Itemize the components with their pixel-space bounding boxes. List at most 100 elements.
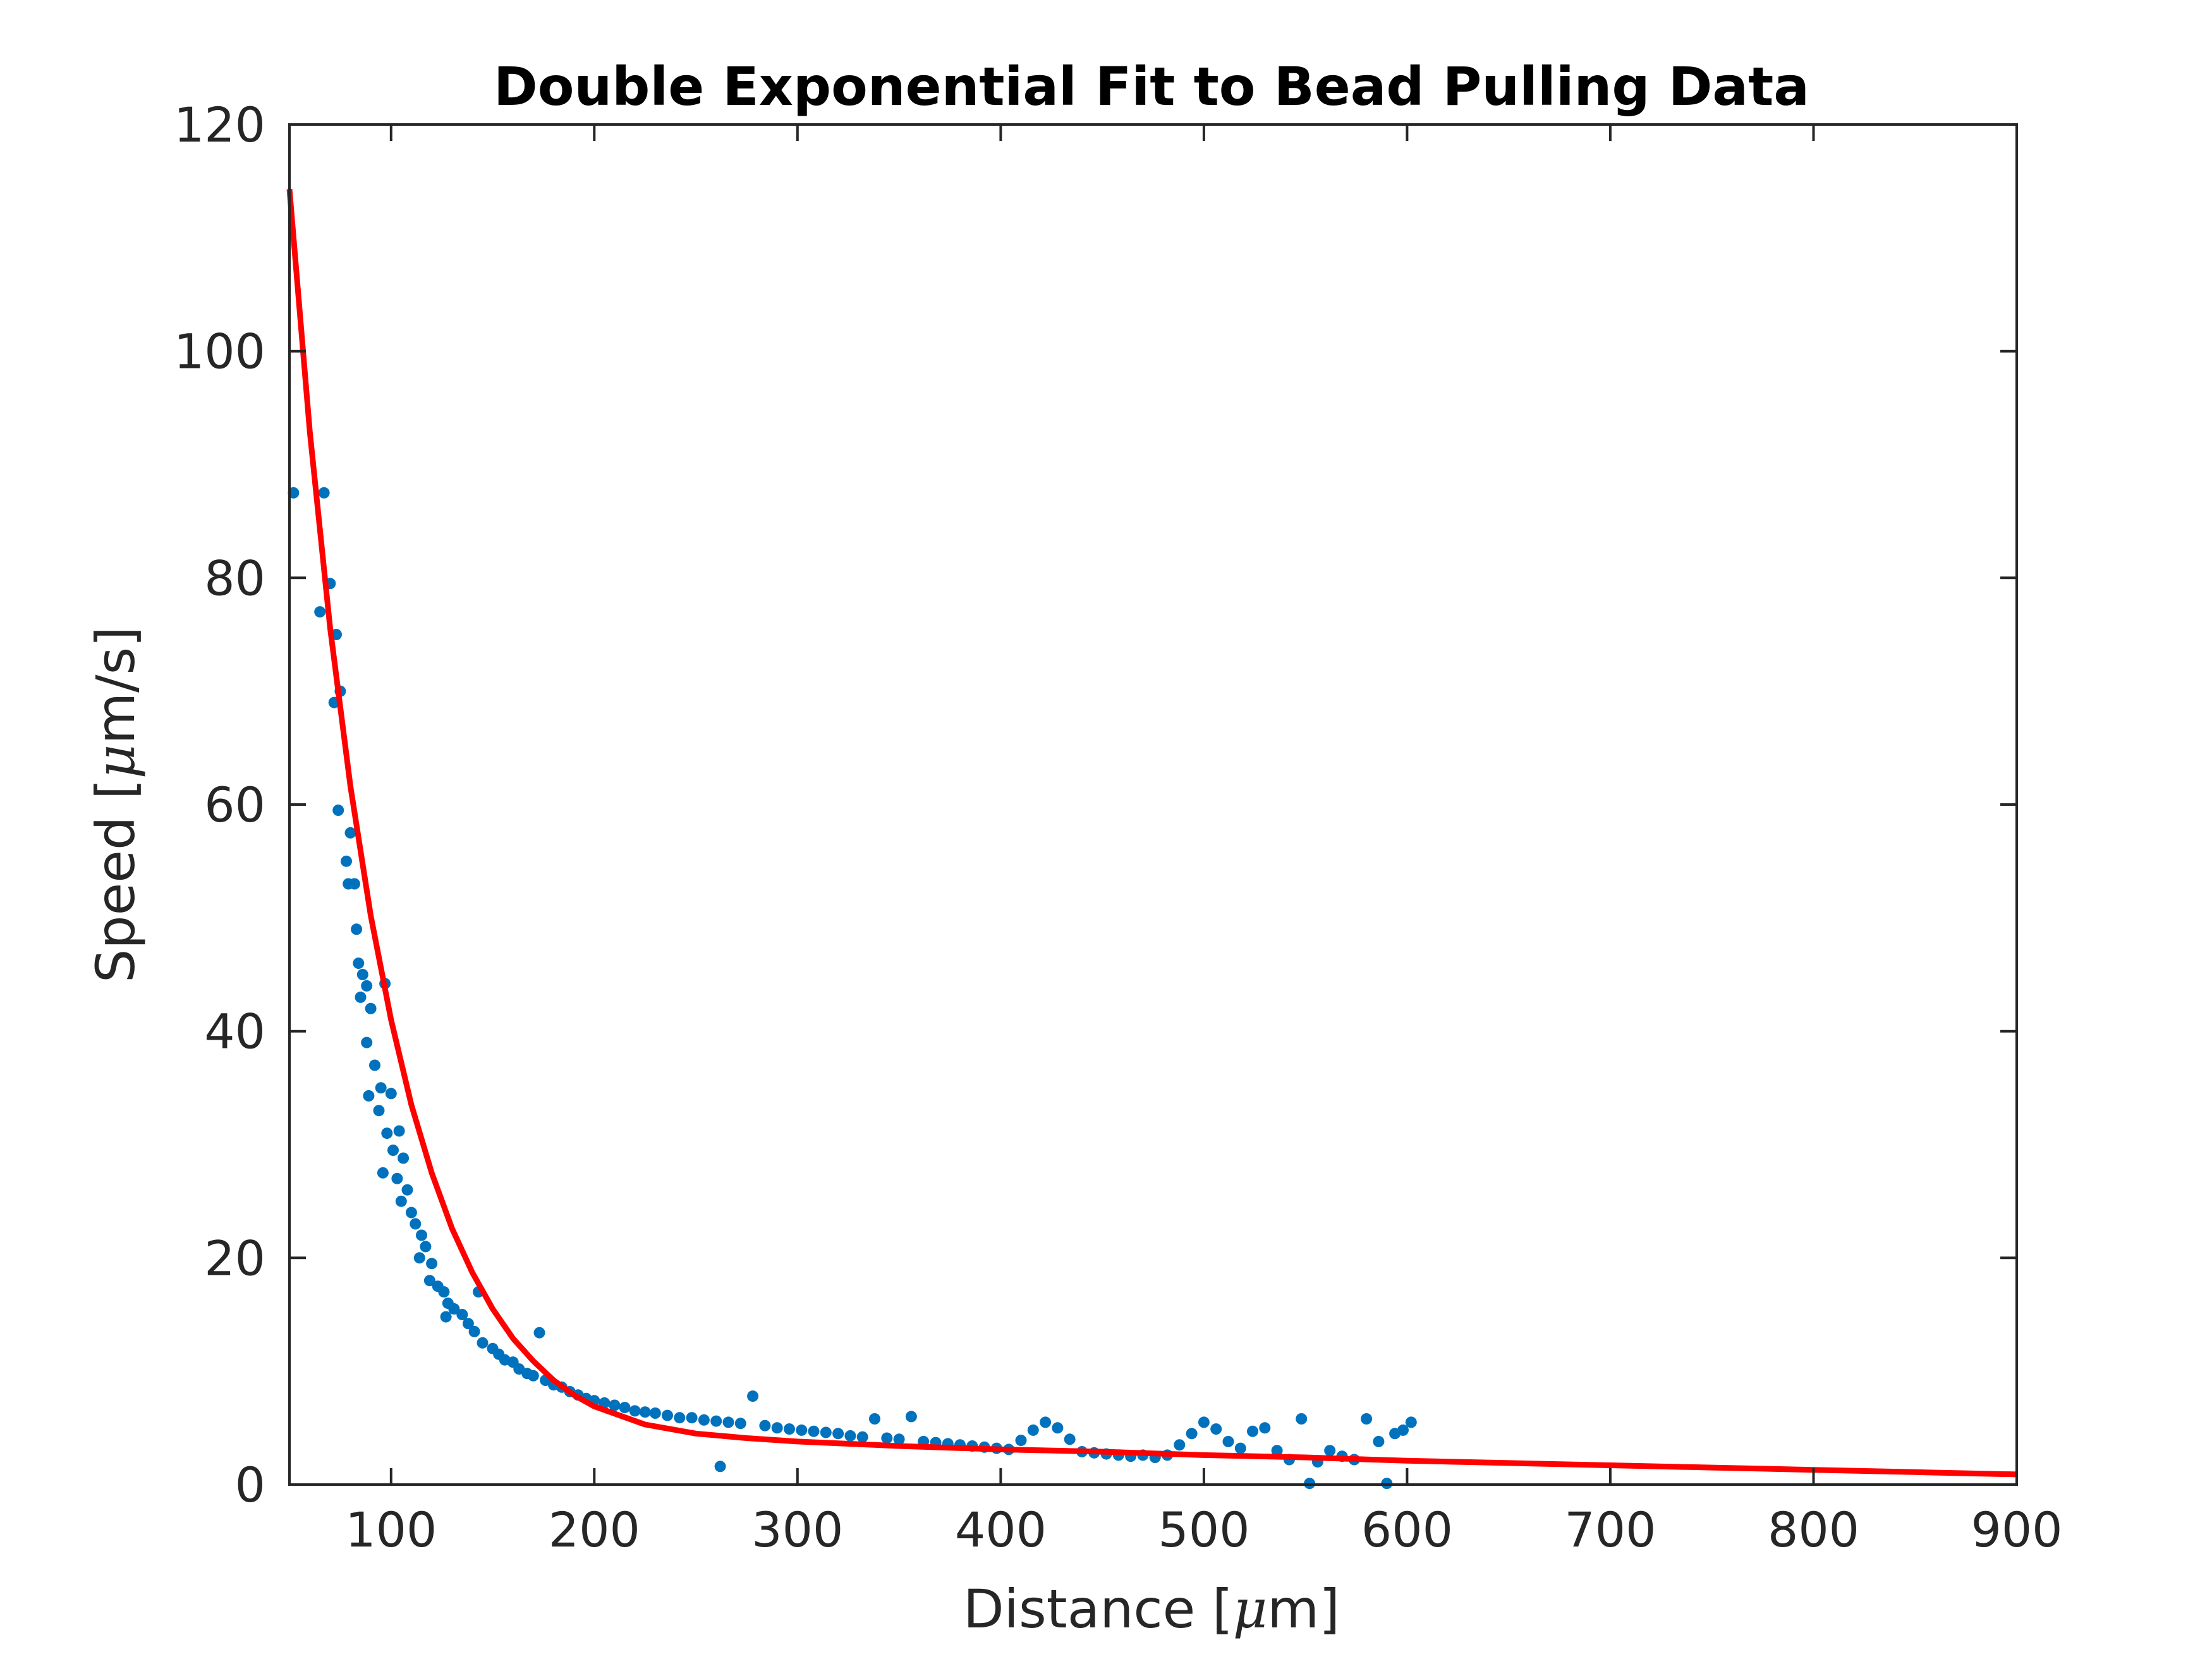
x-tick-label: 100 bbox=[345, 1502, 437, 1558]
plot-area-frame bbox=[288, 123, 2018, 1486]
data-point bbox=[393, 1125, 405, 1137]
data-point bbox=[1015, 1435, 1027, 1447]
data-point bbox=[1198, 1416, 1210, 1428]
data-point bbox=[410, 1218, 422, 1230]
data-point bbox=[351, 923, 363, 935]
data-point bbox=[808, 1425, 820, 1437]
data-point bbox=[373, 1105, 385, 1117]
data-point bbox=[619, 1402, 631, 1414]
data-point bbox=[832, 1428, 844, 1440]
data-point bbox=[734, 1418, 746, 1430]
data-point bbox=[398, 1152, 410, 1164]
data-point bbox=[462, 1318, 474, 1330]
data-point bbox=[533, 1327, 545, 1339]
data-point bbox=[1027, 1424, 1039, 1436]
data-point bbox=[784, 1423, 795, 1435]
data-point bbox=[714, 1461, 726, 1473]
data-point bbox=[881, 1432, 893, 1444]
data-point bbox=[698, 1414, 710, 1426]
data-point bbox=[1174, 1439, 1186, 1451]
fit-curve bbox=[286, 188, 2017, 1478]
y-axis-label: Speed [μm/s] bbox=[85, 626, 147, 983]
data-point bbox=[1064, 1433, 1076, 1445]
data-point bbox=[599, 1397, 611, 1409]
data-point bbox=[395, 1195, 407, 1207]
data-point bbox=[1361, 1413, 1373, 1425]
chart-title: Double Exponential Fit to Bead Pulling D… bbox=[494, 56, 1809, 118]
data-point bbox=[361, 1036, 373, 1048]
data-point bbox=[318, 487, 330, 499]
data-point bbox=[387, 1145, 399, 1156]
y-tick-label: 0 bbox=[235, 1457, 265, 1513]
data-point bbox=[856, 1431, 868, 1443]
y-tick-label: 20 bbox=[204, 1230, 265, 1286]
data-point bbox=[440, 1311, 452, 1323]
data-point bbox=[356, 969, 368, 980]
data-point bbox=[1247, 1425, 1258, 1437]
data-point bbox=[1271, 1445, 1283, 1457]
x-tick-label: 200 bbox=[549, 1502, 640, 1558]
data-point bbox=[381, 1127, 393, 1139]
data-point bbox=[369, 1059, 380, 1071]
data-point bbox=[771, 1422, 783, 1434]
data-point bbox=[674, 1412, 686, 1424]
x-tick-label: 800 bbox=[1768, 1502, 1859, 1558]
data-point bbox=[314, 606, 326, 618]
data-point bbox=[629, 1405, 641, 1417]
x-tick-labels: 100 200 300 400 500 600 700 800 900 bbox=[345, 1502, 2062, 1558]
data-point bbox=[365, 1002, 377, 1014]
data-point bbox=[759, 1419, 771, 1431]
data-point bbox=[747, 1390, 759, 1402]
data-point bbox=[796, 1424, 808, 1436]
data-point bbox=[1324, 1445, 1336, 1457]
y-tick-label: 80 bbox=[204, 550, 265, 606]
data-point bbox=[844, 1430, 856, 1442]
data-point bbox=[385, 1088, 397, 1100]
data-point bbox=[649, 1407, 661, 1419]
data-point bbox=[426, 1258, 438, 1270]
data-point bbox=[405, 1206, 417, 1218]
data-point bbox=[527, 1370, 539, 1382]
data-point bbox=[377, 1167, 389, 1179]
y-tick-label: 60 bbox=[204, 777, 265, 833]
data-point bbox=[353, 957, 365, 969]
data-point bbox=[662, 1409, 673, 1421]
y-tick-label: 120 bbox=[174, 97, 265, 153]
data-point bbox=[1373, 1435, 1385, 1447]
data-point bbox=[722, 1416, 734, 1428]
data-point bbox=[639, 1406, 651, 1418]
x-tick-label: 900 bbox=[1971, 1502, 2062, 1558]
x-tick-label: 600 bbox=[1361, 1502, 1453, 1558]
x-tick-label: 500 bbox=[1158, 1502, 1249, 1558]
data-point bbox=[1234, 1442, 1246, 1454]
x-axis-label: Distance [μm] bbox=[963, 1578, 1340, 1640]
y-tick-label: 100 bbox=[174, 324, 265, 380]
data-point bbox=[361, 980, 373, 992]
data-point bbox=[1210, 1423, 1222, 1435]
data-point bbox=[1259, 1422, 1271, 1434]
x-tick-label: 300 bbox=[751, 1502, 843, 1558]
data-point bbox=[438, 1286, 450, 1298]
data-point bbox=[416, 1229, 427, 1241]
data-point bbox=[1040, 1416, 1052, 1428]
data-point bbox=[477, 1337, 489, 1349]
data-point bbox=[869, 1413, 880, 1425]
data-point bbox=[1052, 1422, 1064, 1434]
fit-series bbox=[286, 188, 2017, 1478]
data-point bbox=[893, 1433, 905, 1445]
data-point bbox=[468, 1325, 480, 1337]
data-point bbox=[344, 827, 356, 839]
data-point bbox=[332, 805, 344, 816]
data-point bbox=[391, 1172, 403, 1184]
data-point bbox=[423, 1275, 435, 1287]
data-point bbox=[1405, 1416, 1417, 1428]
data-point bbox=[905, 1411, 917, 1423]
data-point bbox=[341, 855, 352, 867]
data-point bbox=[355, 991, 367, 1003]
x-tick-label: 400 bbox=[955, 1502, 1047, 1558]
y-tick-label: 40 bbox=[204, 1004, 265, 1060]
data-point bbox=[820, 1426, 832, 1438]
data-point bbox=[609, 1399, 621, 1411]
